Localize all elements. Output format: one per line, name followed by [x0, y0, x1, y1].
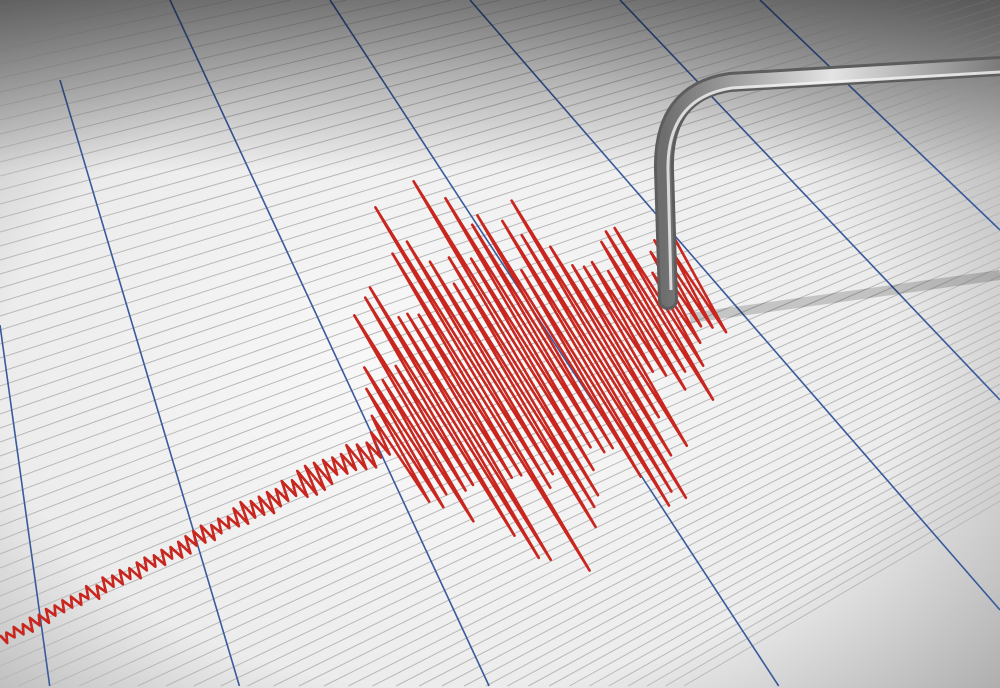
- seismograph-stylus-icon: [653, 56, 1000, 310]
- needle-shadow: [689, 270, 1000, 323]
- seismic-trace: [0, 180, 728, 645]
- trace-line: [0, 180, 728, 645]
